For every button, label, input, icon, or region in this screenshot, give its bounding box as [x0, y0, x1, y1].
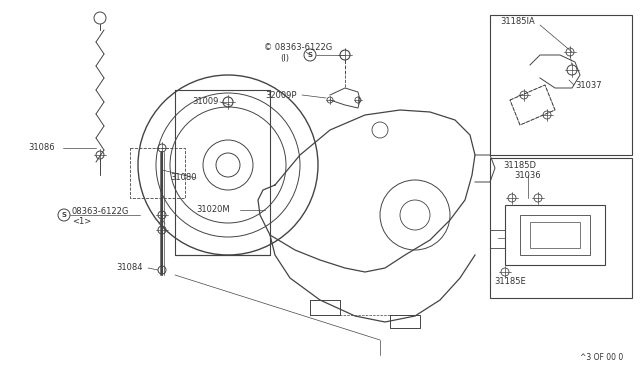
Text: 31020M: 31020M	[196, 205, 230, 215]
Bar	[490, 158, 632, 298]
Text: 31185E: 31185E	[494, 278, 525, 286]
Text: 31185IA: 31185IA	[500, 17, 535, 26]
Text: 31036: 31036	[514, 170, 541, 180]
Text: 31037: 31037	[575, 80, 602, 90]
Bar	[530, 222, 580, 248]
Text: 08363-6122G: 08363-6122G	[72, 208, 129, 217]
Text: S: S	[61, 212, 67, 218]
Text: (I): (I)	[280, 54, 289, 62]
Text: 31009: 31009	[192, 97, 218, 106]
Text: 31086: 31086	[28, 144, 54, 153]
Text: 31080: 31080	[170, 173, 196, 183]
Text: 32009P: 32009P	[265, 90, 296, 99]
Text: S: S	[307, 52, 312, 58]
Text: © 08363-6122G: © 08363-6122G	[264, 44, 332, 52]
Bar	[490, 15, 632, 155]
Text: 31185D: 31185D	[503, 160, 536, 170]
Text: ^3 OF 00 0: ^3 OF 00 0	[580, 353, 623, 362]
Bar	[130, 148, 185, 198]
Text: <1>: <1>	[72, 218, 92, 227]
Text: 31084: 31084	[116, 263, 143, 273]
Bar	[520, 215, 590, 255]
Bar	[505, 205, 605, 265]
